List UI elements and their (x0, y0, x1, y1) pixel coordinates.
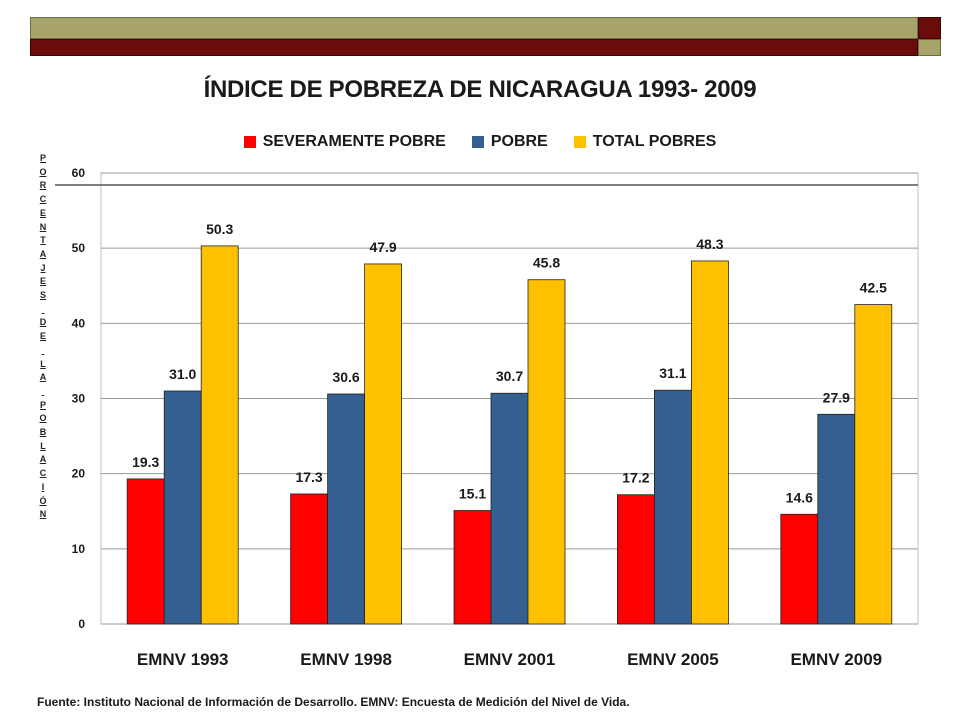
y-axis-label-letter: E (39, 207, 46, 218)
data-label: 48.3 (696, 236, 723, 252)
data-label: 45.8 (533, 255, 560, 271)
header-band-olive-square (918, 39, 941, 56)
y-axis-label-letter: P (39, 399, 46, 410)
bar (453, 510, 492, 625)
legend-label: TOTAL POBRES (592, 133, 717, 150)
y-axis-label-letter: T (40, 235, 46, 246)
bar (780, 513, 819, 625)
y-axis-label-letter: A (39, 248, 47, 259)
legend-swatch (573, 136, 586, 148)
y-axis-label-letter: E (39, 276, 46, 287)
bar (200, 245, 239, 625)
bar (364, 263, 403, 625)
chart-legend: SEVERAMENTE POBRE POBRE TOTAL POBRES (0, 133, 960, 151)
x-category-label: EMNV 2005 (627, 650, 719, 669)
y-axis-label-letter: N (39, 509, 47, 520)
data-label: 31.1 (659, 365, 686, 381)
source-note: Fuente: Instituto Nacional de Informació… (37, 695, 630, 709)
data-label: 47.9 (369, 239, 396, 255)
data-label: 30.6 (332, 369, 359, 385)
chart-title: ÍNDICE DE POBREZA DE NICARAGUA 1993- 200… (203, 76, 757, 103)
y-axis-label-letter: B (39, 427, 47, 438)
bar (527, 279, 566, 625)
header-band-maroon-square (918, 17, 941, 39)
data-label: 14.6 (786, 489, 813, 505)
y-tick-label: 0 (78, 617, 85, 631)
legend-swatch (243, 136, 256, 148)
y-axis-label-letter: N (39, 221, 47, 232)
data-label: 15.1 (459, 485, 486, 501)
y-tick-label: 10 (72, 542, 86, 556)
y-axis-label-letter: I (41, 481, 45, 492)
y-axis-label-letter: A (39, 454, 47, 465)
y-axis-label-letter: P (39, 153, 46, 163)
bar (654, 389, 692, 625)
legend-label: SEVERAMENTE POBRE (262, 133, 446, 150)
bar (691, 260, 729, 625)
data-label: 50.3 (206, 221, 233, 237)
y-tick-label: 40 (72, 316, 86, 330)
x-category-label: EMNV 1998 (300, 650, 392, 669)
y-axis-label-letter: L (40, 440, 46, 451)
y-tick-label: 20 (72, 467, 86, 481)
y-axis-label-letter: J (40, 262, 46, 273)
data-label: 27.9 (823, 389, 850, 405)
y-axis-label-letter: E (39, 331, 46, 342)
data-label: 17.2 (622, 470, 649, 486)
header-band-maroon (30, 39, 918, 56)
y-tick-label: 60 (72, 166, 86, 180)
y-axis-label-letter: C (39, 194, 47, 205)
y-axis-label-letter: C (39, 468, 47, 479)
y-axis-label-letter: A (39, 372, 47, 383)
y-tick-label: 50 (72, 241, 86, 255)
y-axis-label-letter: S (39, 290, 46, 301)
data-label: 31.0 (169, 366, 196, 382)
data-label: 19.3 (132, 454, 159, 470)
data-label: 17.3 (295, 469, 322, 485)
legend-swatch (471, 136, 484, 148)
bar (490, 392, 529, 625)
bar (327, 393, 366, 625)
bar (163, 390, 202, 625)
legend-item: TOTAL POBRES (573, 133, 717, 151)
y-tick-label: 30 (72, 392, 86, 406)
bar (817, 413, 856, 625)
legend-label: POBRE (490, 133, 548, 150)
y-axis-label-letter: R (39, 180, 47, 191)
legend-item: SEVERAMENTE POBRE (243, 133, 446, 151)
x-category-label: EMNV 1993 (137, 650, 229, 669)
bar (617, 494, 655, 625)
data-label: 30.7 (496, 368, 523, 384)
x-category-label: EMNV 2009 (790, 650, 882, 669)
legend-item: POBRE (471, 133, 548, 151)
y-axis-label-letter: D (39, 317, 47, 328)
data-label: 42.5 (860, 280, 887, 296)
y-axis-label-letter: Ó (39, 495, 47, 506)
y-axis-label-letter: O (39, 413, 47, 424)
bar (290, 493, 329, 625)
header-band-olive (30, 17, 918, 39)
bar (854, 304, 893, 625)
bar (126, 478, 165, 625)
x-category-label: EMNV 2001 (464, 650, 556, 669)
y-axis-label-letter: L (40, 358, 46, 369)
y-axis-label-letter: O (39, 166, 47, 177)
